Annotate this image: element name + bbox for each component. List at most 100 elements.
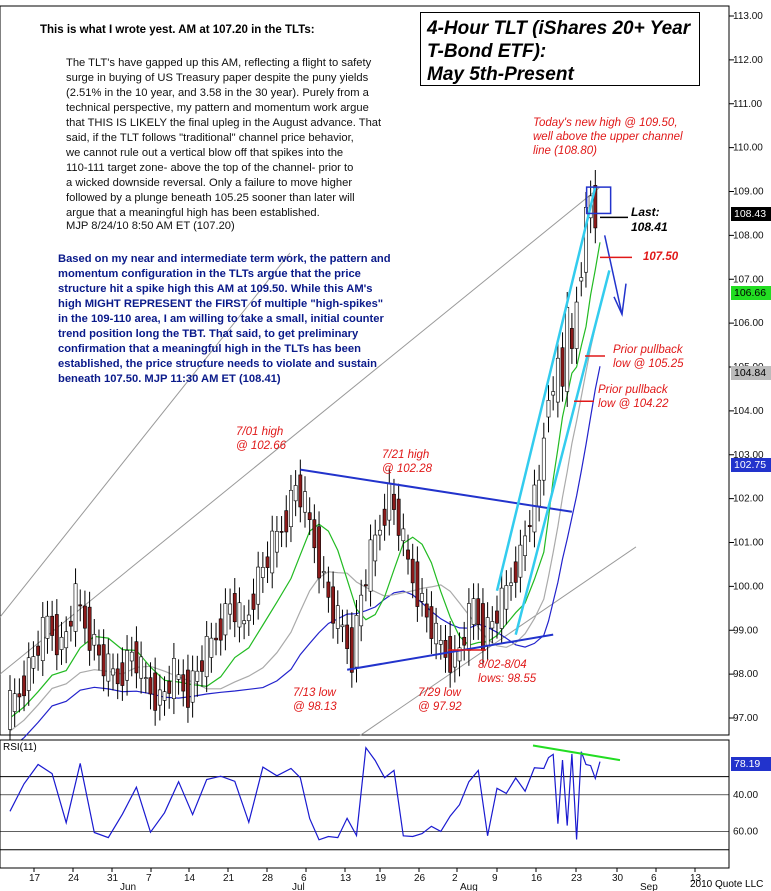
candle-body <box>284 510 289 533</box>
rsi-label: RSI(11) <box>3 742 37 753</box>
candle-body <box>476 598 481 625</box>
candle-body <box>401 528 406 542</box>
x-tick-label: 21 <box>223 873 235 884</box>
candle-body <box>415 561 420 607</box>
rsi-tick-label: 40.00 <box>733 790 758 801</box>
candle-body <box>410 558 415 584</box>
candle-body <box>200 660 204 672</box>
candle-body <box>555 357 560 403</box>
price-tag-blue: 102.75 <box>731 458 771 472</box>
candle-body <box>368 539 373 592</box>
x-tick-label: 2 <box>452 873 458 884</box>
annotation-high-0721: 7/21 high @ 102.28 <box>382 449 433 475</box>
candle-body <box>125 650 129 681</box>
candle-body <box>176 674 181 680</box>
x-tick-label: 24 <box>68 873 80 884</box>
candle-body <box>22 675 26 697</box>
y-tick-label: 101.00 <box>733 538 764 549</box>
candle-body <box>223 603 228 636</box>
candle-body <box>162 691 167 701</box>
chart-title-line-1: 4-Hour TLT (iShares 20+ Year <box>427 18 691 39</box>
candle-body <box>97 644 101 656</box>
annotation-107-50: 107.50 <box>643 251 679 263</box>
y-tick-label: 107.00 <box>733 274 764 285</box>
x-month-label: Aug <box>460 882 478 891</box>
triangle-top-line <box>300 468 573 513</box>
price-tag-green: 106.66 <box>731 286 771 300</box>
candle-body <box>312 519 317 549</box>
chart-title-line-2: T-Bond ETF): <box>427 41 547 62</box>
y-tick-label: 111.00 <box>733 99 763 110</box>
projection-arrow-head <box>613 283 627 318</box>
candle-body <box>509 582 513 586</box>
candle-body <box>373 534 378 562</box>
x-tick-label: 31 <box>107 873 119 884</box>
candle-body <box>120 662 125 686</box>
candle-body <box>570 328 574 349</box>
candle-body <box>153 672 158 711</box>
candle-body <box>387 483 392 521</box>
candle-body <box>115 668 120 685</box>
candle-body <box>495 610 499 624</box>
candle-body <box>331 586 335 624</box>
y-tick-label: 99.00 <box>733 625 758 636</box>
y-tick-label: 104.00 <box>733 406 764 417</box>
spike-high-box <box>585 186 612 215</box>
candle-body <box>265 556 270 568</box>
candle-body <box>481 603 485 651</box>
chart-title-line-3: May 5th-Present <box>427 64 574 85</box>
x-tick-label: 23 <box>571 873 583 884</box>
candle-body <box>382 508 387 526</box>
candle-body <box>209 637 214 658</box>
candle-body <box>270 530 275 574</box>
candle-body <box>434 622 439 645</box>
candle-body <box>64 631 69 649</box>
quoted-commentary: The TLT's have gapped up this AM, reflec… <box>66 57 382 219</box>
candle-body <box>546 400 551 418</box>
intro-line: This is what I wrote yest. AM at 107.20 … <box>40 24 315 36</box>
upper-channel-extension <box>0 252 291 618</box>
price-tag-last: 108.43 <box>731 207 771 221</box>
candle-body <box>87 606 92 651</box>
candle-body <box>12 693 17 712</box>
candle-body <box>574 301 579 349</box>
y-tick-label: 102.00 <box>733 494 764 505</box>
update-commentary: Based on my near and intermediate term w… <box>58 253 391 385</box>
annotation-low-0729: 7/29 low @ 97.92 <box>418 687 462 713</box>
candle-body <box>518 544 523 578</box>
candle-body <box>251 593 256 610</box>
annotation-pullback-105: Prior pullback low @ 105.25 <box>613 344 684 370</box>
y-tick-label: 100.00 <box>733 581 764 592</box>
quote-signature: MJP 8/24/10 8:50 AM ET (107.20) <box>66 220 235 232</box>
candle-body <box>513 561 518 583</box>
candle-body <box>326 581 331 598</box>
candle-body <box>157 689 162 706</box>
candle-body <box>527 525 532 528</box>
candle-body <box>167 680 172 694</box>
x-tick-label: 17 <box>29 873 41 884</box>
annotation-today-high: Today's new high @ 109.50, well above th… <box>533 117 683 157</box>
rsi-tick-label: 60.00 <box>733 826 758 837</box>
candle-body <box>448 636 453 673</box>
y-tick-label: 112.00 <box>733 55 763 66</box>
candle-body <box>181 674 186 692</box>
x-tick-label: 9 <box>492 873 498 884</box>
candle-body <box>232 593 237 623</box>
footer-credit: 2010 Quote LLC <box>690 879 764 890</box>
candle-body <box>218 618 223 641</box>
candle-body <box>457 647 462 662</box>
candle-body <box>504 585 509 610</box>
candle-body <box>321 571 326 574</box>
candle-body <box>204 636 209 678</box>
candle-body <box>345 624 350 649</box>
y-tick-label: 103.00 <box>733 450 764 461</box>
annotation-lows-0802: 8/02-8/04 lows: 98.55 <box>478 659 537 685</box>
candle-body <box>349 627 354 673</box>
candle-body <box>429 606 434 639</box>
candle-body <box>340 624 345 628</box>
candle-body <box>26 657 31 691</box>
candle-body <box>307 512 312 520</box>
candle-body <box>471 598 476 625</box>
candle-body <box>129 651 134 662</box>
